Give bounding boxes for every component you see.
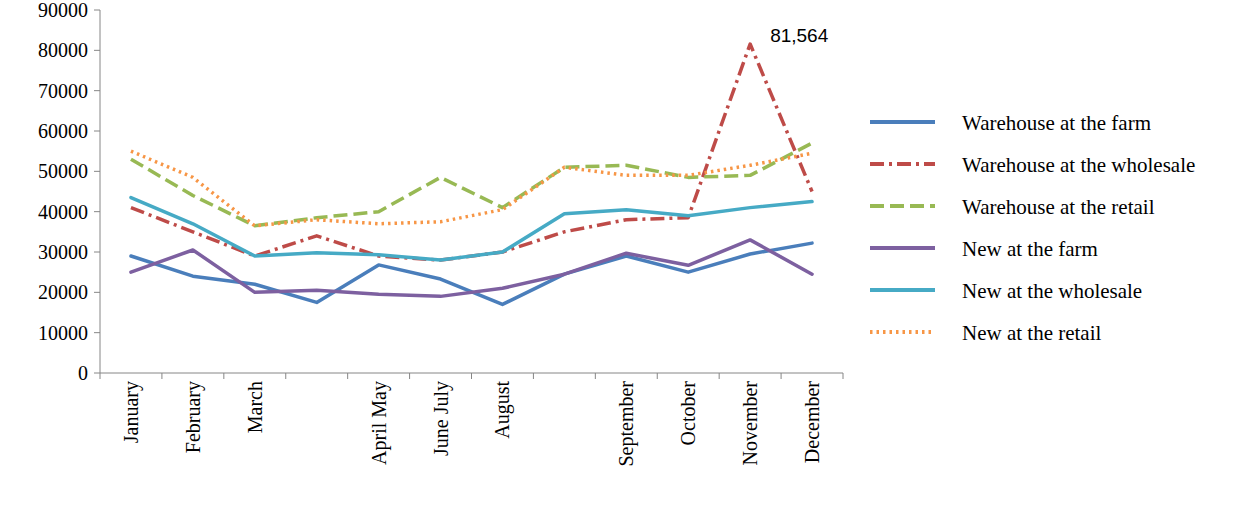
y-tick — [94, 131, 100, 132]
y-tick-label: 80000 — [38, 39, 88, 61]
x-tick — [595, 373, 596, 379]
x-tick — [533, 373, 534, 379]
y-tick — [94, 373, 100, 374]
y-axis — [100, 10, 101, 373]
x-tick-label: February — [182, 381, 205, 453]
y-tick-label: 50000 — [38, 160, 88, 182]
y-tick-label: 70000 — [38, 80, 88, 102]
x-tick — [347, 373, 348, 379]
x-tick — [471, 373, 472, 379]
x-tick-label: January — [120, 381, 143, 443]
series-line — [131, 44, 812, 260]
x-tick — [223, 373, 224, 379]
y-tick — [94, 332, 100, 333]
y-tick — [94, 252, 100, 253]
x-tick-label: August — [491, 381, 514, 439]
legend-swatch — [870, 204, 935, 208]
y-tick — [94, 90, 100, 91]
y-tick-label: 60000 — [38, 120, 88, 142]
x-tick-label: June July — [430, 381, 453, 456]
legend-swatch — [870, 120, 935, 124]
series-line — [131, 151, 812, 226]
legend-label: Warehouse at the farm — [962, 111, 1151, 135]
x-tick — [843, 373, 844, 379]
legend-label: New at the farm — [962, 237, 1098, 261]
series-line — [131, 240, 812, 296]
x-tick-label: April May — [368, 381, 391, 465]
y-tick-label: 40000 — [38, 201, 88, 223]
x-tick-label: November — [739, 381, 761, 466]
x-tick — [781, 373, 782, 379]
legend-label: New at the retail — [962, 321, 1102, 345]
x-tick — [719, 373, 720, 379]
x-tick — [409, 373, 410, 379]
x-tick — [285, 373, 286, 379]
x-tick-label: October — [677, 381, 699, 446]
legend-swatch — [870, 162, 935, 166]
legend-label: Warehouse at the retail — [962, 195, 1155, 219]
legend-swatch — [870, 330, 935, 334]
legend: Warehouse at the farm Warehouse at the wh… — [870, 111, 1195, 345]
y-tick-label: 90000 — [38, 0, 88, 21]
annotation: 81,564 — [770, 25, 829, 46]
x-tick — [657, 373, 658, 379]
x-tick-label: December — [801, 381, 823, 464]
plot-area — [131, 44, 812, 304]
y-tick — [94, 10, 100, 11]
y-tick — [94, 292, 100, 293]
x-tick-label: September — [615, 381, 638, 467]
y-tick-label: 0 — [78, 362, 88, 384]
legend-label: Warehouse at the wholesale — [962, 153, 1195, 177]
y-tick-label: 20000 — [38, 281, 88, 303]
legend-swatch — [870, 246, 935, 250]
x-tick — [161, 373, 162, 379]
y-tick — [94, 171, 100, 172]
y-tick-label: 30000 — [38, 241, 88, 263]
y-tick — [94, 211, 100, 212]
series-line — [131, 243, 812, 304]
legend-label: New at the wholesale — [962, 279, 1142, 303]
x-tick — [100, 373, 101, 379]
y-tick — [94, 50, 100, 51]
chart: 0 10000 20000 30000 40000 50000 60000 70000 8000… — [0, 0, 1254, 505]
x-tick-label: March — [244, 381, 266, 433]
y-tick-label: 10000 — [38, 322, 88, 344]
legend-swatch — [870, 288, 935, 292]
